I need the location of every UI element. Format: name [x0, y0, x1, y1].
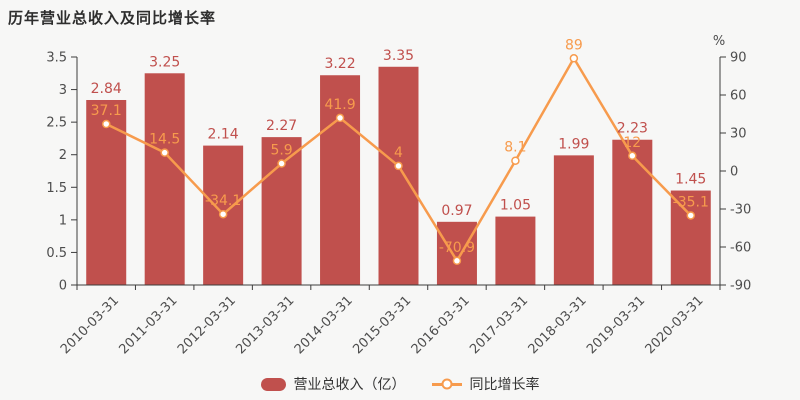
- bar-value-label: 2.23: [617, 121, 648, 137]
- x-axis-label: 2019-03-31: [584, 293, 648, 357]
- growth-point-2015-03-31[interactable]: [394, 161, 403, 171]
- growth-value-label: 89: [565, 37, 583, 53]
- growth-point-2010-03-31[interactable]: [101, 119, 111, 129]
- x-axis-label: 2015-03-31: [350, 293, 414, 357]
- y-axis-right-tick-label: -30: [730, 203, 751, 218]
- bar-value-label: 3.25: [149, 54, 180, 70]
- x-axis-label: 2011-03-31: [116, 293, 180, 357]
- growth-point-2014-03-31[interactable]: [335, 113, 345, 123]
- bar-value-label: 2.84: [91, 81, 122, 97]
- growth-point-2011-03-31[interactable]: [160, 148, 169, 157]
- bar-value-label: 0.97: [441, 203, 472, 219]
- growth-point-2013-03-31[interactable]: [277, 159, 286, 168]
- bar-series-swatch-icon: [260, 377, 286, 391]
- bar-value-label: 1.99: [558, 136, 589, 152]
- legend: 营业总收入（亿） 同比增长率: [0, 374, 800, 394]
- growth-point-2018-03-31[interactable]: [569, 54, 579, 63]
- x-axis-label: 2013-03-31: [233, 293, 297, 357]
- y-axis-right-tick-label: 30: [730, 127, 747, 142]
- bar-2019-03-31[interactable]: [612, 139, 653, 285]
- bar-value-label: 3.22: [324, 56, 355, 72]
- x-axis-label: 2012-03-31: [175, 293, 239, 357]
- bar-2017-03-31[interactable]: [495, 216, 536, 285]
- bar-2020-03-31[interactable]: [670, 190, 711, 285]
- growth-value-label: 12: [623, 135, 641, 151]
- y-axis-right-tick-label: 0: [730, 165, 738, 180]
- y-axis-left-tick-label: 2.5: [46, 116, 67, 131]
- y-axis-left-tick-label: 2: [59, 148, 67, 163]
- bar-2018-03-31[interactable]: [553, 155, 594, 285]
- y-axis-right-tick-label: -90: [730, 279, 751, 294]
- growth-value-label: 4: [394, 145, 403, 161]
- line-series-marker-icon: [431, 378, 462, 390]
- growth-point-2017-03-31[interactable]: [511, 156, 520, 165]
- y-axis-left-tick-label: 0: [59, 279, 67, 294]
- y-axis-left-tick-label: 3.5: [46, 51, 67, 66]
- x-axis-label: 2017-03-31: [467, 293, 531, 357]
- x-axis-label: 2020-03-31: [643, 293, 707, 357]
- y-axis-left-tick-label: 1.5: [46, 181, 67, 196]
- growth-value-label: 41.9: [324, 97, 355, 113]
- bar-2011-03-31[interactable]: [144, 73, 185, 286]
- growth-value-label: -34.1: [205, 193, 241, 209]
- legend-label-revenue: 营业总收入（亿）: [293, 377, 406, 393]
- growth-value-label: 37.1: [91, 103, 122, 119]
- bar-value-label: 2.27: [266, 118, 297, 134]
- legend-item-growth[interactable]: 同比增长率: [431, 374, 540, 394]
- x-axis-label: 2016-03-31: [409, 293, 473, 357]
- bar-value-label: 2.14: [208, 127, 239, 143]
- x-axis-label: 2018-03-31: [526, 293, 590, 357]
- y-axis-right-tick-label: -60: [730, 241, 751, 256]
- growth-value-label: -70.9: [439, 240, 475, 256]
- x-axis-label: 2010-03-31: [58, 293, 122, 357]
- growth-value-label: 5.9: [270, 143, 292, 159]
- growth-value-label: 8.1: [504, 140, 526, 156]
- y-axis-left-tick-label: 3: [59, 83, 67, 98]
- growth-value-label: -35.1: [673, 194, 709, 210]
- chart-title: 历年营业总收入及同比增长率: [8, 9, 217, 27]
- growth-point-2012-03-31[interactable]: [218, 209, 228, 219]
- x-axis-label: 2014-03-31: [292, 293, 356, 357]
- legend-label-growth: 同比增长率: [469, 377, 540, 393]
- growth-value-label: 14.5: [149, 132, 180, 148]
- bar-2014-03-31[interactable]: [320, 75, 361, 286]
- bar-value-label: 1.05: [500, 198, 531, 214]
- y-axis-left-tick-label: 0.5: [46, 246, 67, 261]
- y-axis-left-tick-label: 1: [59, 213, 67, 228]
- growth-point-2016-03-31[interactable]: [452, 256, 462, 266]
- legend-item-revenue[interactable]: 营业总收入（亿）: [260, 374, 406, 394]
- bar-value-label: 1.45: [675, 172, 706, 188]
- y-axis-right-tick-label: 90: [730, 51, 747, 66]
- bar-2015-03-31[interactable]: [378, 66, 419, 286]
- bar-2016-03-31[interactable]: [436, 221, 477, 285]
- y-axis-right-tick-label: 60: [730, 89, 747, 104]
- y-axis-right-unit-label: %: [713, 34, 725, 49]
- bar-value-label: 3.35: [383, 48, 414, 64]
- growth-point-2019-03-31[interactable]: [628, 151, 637, 161]
- growth-point-2020-03-31[interactable]: [686, 211, 696, 220]
